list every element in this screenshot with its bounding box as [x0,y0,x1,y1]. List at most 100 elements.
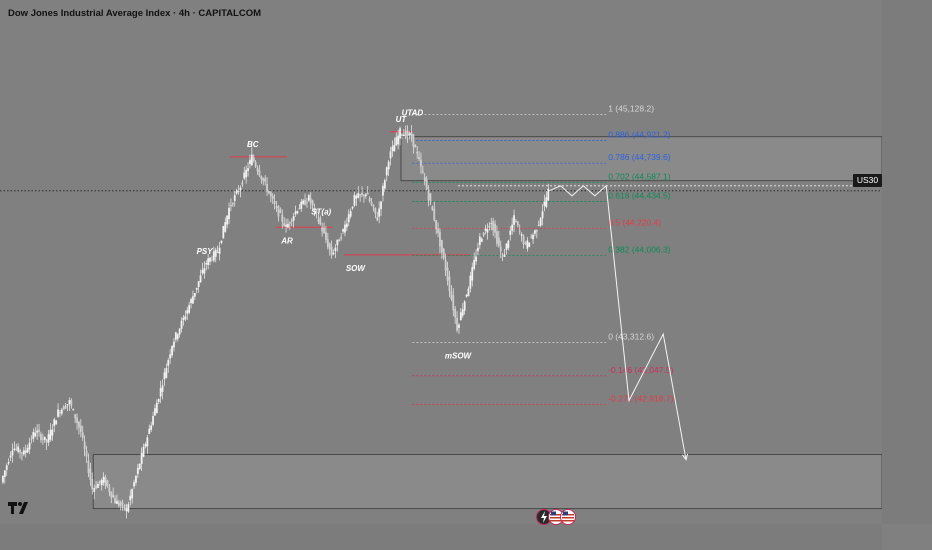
candle-body [336,239,339,246]
candle-body [539,218,542,226]
candle-body [370,201,373,205]
wyckoff-label-sow: SOW [346,264,367,273]
wyckoff-label-msow: mSOW [445,352,473,361]
candle-body [349,211,352,217]
candle-body [66,404,69,406]
candle-body [309,198,312,204]
candle-body [85,450,88,457]
candle-body [302,200,305,204]
candle-body [423,177,426,182]
candle-body [186,310,189,314]
candle-body [41,438,44,440]
candle-body [368,198,371,202]
candle-body [78,421,80,428]
fib-label-0: 0 (43,312.6) [608,332,654,342]
candle-body [176,334,179,339]
candle-body [55,420,58,425]
candle-body [361,193,363,195]
us-flag-event-icon[interactable] [560,509,576,525]
fib-label--0.272: -0.272 (42,818.7) [608,394,673,404]
candle-body [133,482,135,487]
time-scale[interactable] [0,524,882,550]
candle-body [144,444,147,447]
candle-body [317,219,320,222]
candle-body [440,239,443,253]
candle-body [456,317,458,331]
candle-body [376,217,379,221]
wyckoff-label-ar: AR [280,236,293,245]
candle-body [277,205,280,217]
candle-body [40,434,42,441]
candle-body [173,341,175,348]
candle-body [292,216,295,221]
wyckoff-label-bc: BC [247,140,259,149]
candle-body [332,252,335,254]
candle-body [345,223,348,228]
candle-body [212,251,215,261]
projection-arrow-head [682,453,689,461]
candle-body [530,236,533,238]
candle-body [211,259,213,261]
candle-body [127,504,130,512]
candle-body [347,214,350,223]
candle-body [404,130,407,138]
candle-body [433,208,436,221]
candle-body [294,211,297,215]
candle-body [402,134,405,137]
candle-body [262,178,265,181]
candle-body [49,429,52,440]
fib-label-0.5: 0.5 (44,220.4) [608,217,661,227]
candle-body [83,441,86,450]
candle-body [60,409,63,414]
candle-body [53,419,56,426]
tradingview-logo-icon[interactable] [7,500,33,516]
candle-body [43,436,46,441]
candle-body [184,316,187,320]
candle-body [437,228,439,233]
candle-body [150,425,153,430]
price-scale[interactable] [882,0,932,524]
candle-body [258,170,261,176]
candle-body [420,159,422,167]
candle-body [81,432,84,438]
candle-body [446,267,449,281]
candle-body [159,388,162,397]
candle-body [47,434,50,443]
candle-body [38,429,40,432]
candle-body [503,254,506,257]
candle-body [545,197,548,207]
candle-body [171,346,173,356]
candle-body [532,234,534,240]
candle-body [235,190,238,194]
candle-body [307,195,310,201]
candle-body [59,411,61,414]
candle-body [62,406,65,410]
candle-body [513,215,515,225]
candle-body [463,301,466,311]
candle-body [226,215,229,225]
candle-body [378,208,381,217]
candle-body [193,292,196,297]
candle-body [321,227,324,232]
candle-body [76,417,78,423]
candle-body [385,167,388,176]
candle-body [97,483,99,488]
candle-body [260,176,263,180]
candle-body [116,500,118,504]
fib-label-0.786: 0.786 (44,739.6) [608,152,671,162]
candle-body [444,260,447,271]
candle-body [412,134,415,147]
candle-body [192,296,194,304]
candle-body [480,238,483,242]
candle-body [91,479,94,490]
candle-body [207,258,210,265]
candle-body [288,222,291,224]
fib-label-1: 1 (45,128.2) [608,103,654,113]
event-icons[interactable] [536,508,580,526]
candle-body [89,468,92,480]
candle-body [79,425,82,433]
candle-body [254,161,257,167]
candle-body [477,247,479,252]
